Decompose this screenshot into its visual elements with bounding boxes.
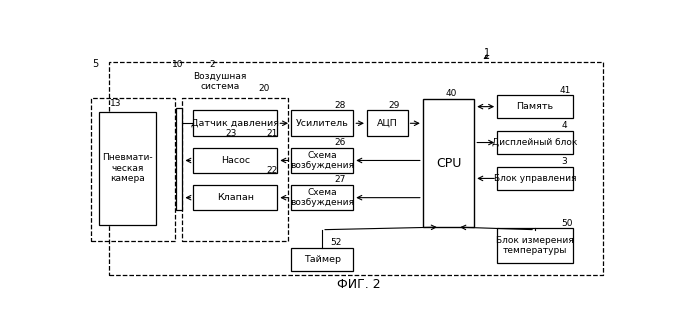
Text: АЦП: АЦП: [377, 119, 398, 128]
Bar: [109, 62, 603, 275]
Text: Блок измерения
температуры: Блок измерения температуры: [496, 236, 574, 255]
Text: Блок управления: Блок управления: [494, 174, 576, 183]
Text: Память: Память: [517, 102, 554, 111]
Text: 10: 10: [172, 61, 183, 70]
Text: Схема
возбуждения: Схема возбуждения: [290, 151, 354, 170]
Text: Датчик давления: Датчик давления: [191, 119, 279, 128]
Bar: [291, 111, 354, 136]
Bar: [497, 95, 573, 118]
Text: 40: 40: [446, 89, 457, 98]
Bar: [497, 131, 573, 154]
Text: 21: 21: [267, 129, 278, 138]
Text: 27: 27: [335, 175, 346, 184]
Text: 3: 3: [561, 158, 568, 166]
Text: 13: 13: [111, 99, 122, 108]
Text: Насос: Насос: [220, 156, 250, 165]
Text: CPU: CPU: [436, 157, 461, 169]
Text: 2: 2: [209, 61, 215, 70]
Bar: [367, 111, 407, 136]
Text: 4: 4: [561, 122, 567, 131]
Text: 20: 20: [258, 84, 270, 93]
Text: 41: 41: [559, 86, 571, 95]
Text: Схема
возбуждения: Схема возбуждения: [290, 188, 354, 207]
Text: 23: 23: [226, 129, 237, 138]
Text: 28: 28: [335, 101, 346, 110]
Text: Таймер: Таймер: [304, 255, 341, 264]
Bar: [193, 111, 277, 136]
Text: 50: 50: [561, 219, 573, 228]
Text: Клапан: Клапан: [217, 193, 254, 202]
Text: 26: 26: [335, 138, 346, 147]
Bar: [176, 108, 183, 210]
Bar: [91, 98, 176, 241]
Bar: [291, 248, 354, 271]
Bar: [497, 228, 573, 263]
Bar: [291, 185, 354, 210]
Text: Усилитель: Усилитель: [295, 119, 349, 128]
Bar: [291, 148, 354, 173]
Text: Пневмати-
ческая
камера: Пневмати- ческая камера: [103, 153, 153, 183]
Text: 29: 29: [389, 101, 400, 110]
Text: 1: 1: [484, 48, 490, 58]
Bar: [497, 167, 573, 190]
Bar: [193, 148, 277, 173]
Text: Воздушная
система: Воздушная система: [193, 72, 246, 91]
Bar: [99, 112, 156, 224]
Bar: [193, 185, 277, 210]
Text: 52: 52: [330, 238, 342, 247]
Bar: [423, 99, 475, 227]
Bar: [183, 98, 288, 241]
Text: 22: 22: [267, 166, 278, 175]
Text: ФИГ. 2: ФИГ. 2: [337, 278, 381, 291]
Text: Дисплейный блок: Дисплейный блок: [492, 138, 578, 147]
Text: 5: 5: [92, 60, 98, 70]
